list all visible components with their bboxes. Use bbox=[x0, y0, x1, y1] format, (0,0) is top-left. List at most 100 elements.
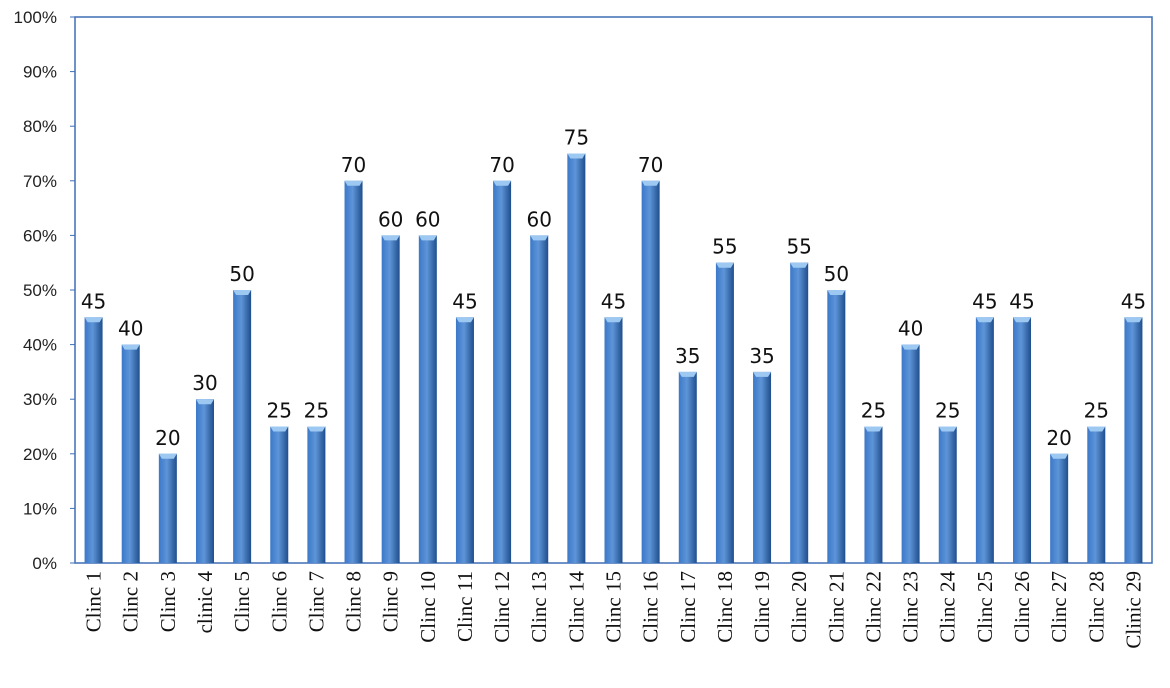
data-label: 35 bbox=[675, 344, 700, 368]
bar-cap bbox=[678, 371, 697, 377]
bar-cap bbox=[195, 399, 214, 405]
data-label: 70 bbox=[341, 153, 366, 177]
bar-cap bbox=[641, 180, 660, 186]
bars bbox=[84, 153, 1143, 564]
bar bbox=[121, 344, 140, 563]
x-tick-label: Clinc 20 bbox=[787, 571, 811, 643]
y-tick-label: 90% bbox=[23, 63, 57, 82]
bar bbox=[678, 371, 697, 563]
data-label: 45 bbox=[601, 289, 626, 313]
bar-cap bbox=[455, 317, 474, 323]
bar bbox=[195, 399, 214, 563]
bar bbox=[307, 426, 326, 563]
bar bbox=[715, 262, 734, 563]
y-tick-label: 30% bbox=[23, 390, 57, 409]
x-tick-label: Clinc 19 bbox=[750, 571, 774, 643]
x-tick-label: Clinc 6 bbox=[267, 571, 291, 632]
bar-cap bbox=[753, 371, 772, 377]
data-label: 40 bbox=[898, 317, 923, 341]
data-label: 60 bbox=[415, 207, 440, 231]
x-tick-label: Clinc 7 bbox=[304, 571, 328, 632]
y-tick-label: 50% bbox=[23, 281, 57, 300]
bar bbox=[901, 344, 920, 563]
data-label: 50 bbox=[229, 262, 254, 286]
x-tick-label: Clinc 22 bbox=[861, 571, 885, 643]
data-label: 70 bbox=[638, 153, 663, 177]
x-tick-label: Clinc 3 bbox=[156, 571, 180, 632]
bar-cap bbox=[975, 317, 994, 323]
bar-cap bbox=[827, 290, 846, 295]
y-tick-label: 100% bbox=[14, 8, 57, 27]
bar-cap bbox=[901, 344, 920, 350]
data-label: 30 bbox=[192, 371, 217, 395]
data-label: 45 bbox=[81, 289, 106, 313]
data-label: 20 bbox=[1046, 426, 1071, 450]
bar bbox=[1124, 317, 1143, 563]
bar-cap bbox=[567, 153, 586, 159]
bar bbox=[790, 262, 809, 563]
bar-cap bbox=[938, 426, 957, 432]
x-tick-label: Clinc 12 bbox=[490, 571, 514, 643]
data-label: 20 bbox=[155, 426, 180, 450]
data-label: 45 bbox=[972, 289, 997, 313]
bar bbox=[827, 290, 846, 563]
data-label: 25 bbox=[861, 399, 886, 423]
bar bbox=[84, 317, 103, 563]
x-tick-label: Clinc 13 bbox=[527, 571, 551, 643]
bar bbox=[158, 453, 177, 563]
bar bbox=[604, 317, 623, 563]
x-tick-label: Clinc 10 bbox=[416, 571, 440, 643]
y-tick-label: 70% bbox=[23, 172, 57, 191]
x-tick-label: Clinc 17 bbox=[676, 571, 700, 643]
y-tick-label: 60% bbox=[23, 226, 57, 245]
data-label: 40 bbox=[118, 317, 143, 341]
data-label: 25 bbox=[304, 399, 329, 423]
x-tick-label: Clinc 14 bbox=[564, 571, 588, 643]
y-tick-label: 10% bbox=[23, 499, 57, 518]
bar bbox=[567, 153, 586, 563]
x-tick-label: Clinc 18 bbox=[713, 571, 737, 643]
bar-cap bbox=[1124, 317, 1143, 323]
x-axis: Clinc 1 Clinc 2 Clinc 3 clinic 4 Clinc 5 Clin… bbox=[82, 571, 1146, 649]
bar-cap bbox=[233, 290, 252, 295]
bar bbox=[641, 180, 660, 564]
bar bbox=[530, 235, 549, 563]
x-tick-label: Clinc 25 bbox=[973, 571, 997, 643]
x-tick-label: Clinc 8 bbox=[342, 571, 366, 632]
x-tick-label: Clinc 28 bbox=[1084, 571, 1108, 643]
bar-cap bbox=[84, 317, 103, 323]
y-tick-label: 80% bbox=[23, 117, 57, 136]
x-tick-label: Clinc 15 bbox=[602, 571, 626, 643]
x-tick-label: Clinc 21 bbox=[824, 571, 848, 643]
bar-cap bbox=[1013, 317, 1032, 323]
bar-cap bbox=[307, 426, 326, 432]
data-label: 60 bbox=[526, 207, 551, 231]
x-tick-label: clinic 4 bbox=[193, 571, 217, 634]
x-tick-label: Clinc 24 bbox=[936, 571, 960, 643]
bar-cap bbox=[1050, 453, 1069, 459]
data-label: 60 bbox=[378, 207, 403, 231]
x-tick-label: Clinc 27 bbox=[1047, 571, 1071, 643]
data-label: 55 bbox=[712, 235, 737, 259]
bar bbox=[1013, 317, 1032, 563]
data-label: 25 bbox=[267, 399, 292, 423]
bar-cap bbox=[493, 180, 512, 186]
data-label: 45 bbox=[452, 289, 477, 313]
x-tick-label: Clinc 16 bbox=[639, 571, 663, 643]
y-tick-label: 40% bbox=[23, 336, 57, 355]
x-tick-label: Clinc 5 bbox=[230, 571, 254, 632]
y-tick-label: 20% bbox=[23, 445, 57, 464]
x-tick-label: Clinc 2 bbox=[119, 571, 143, 632]
bar bbox=[1050, 453, 1069, 563]
bar-cap bbox=[158, 453, 177, 459]
data-label: 70 bbox=[489, 153, 514, 177]
bar bbox=[1087, 426, 1106, 563]
bar-cap bbox=[270, 426, 289, 432]
bar bbox=[418, 235, 437, 563]
bar-cap bbox=[1087, 426, 1106, 432]
x-tick-label: Clinc 11 bbox=[453, 571, 477, 642]
y-axis: 0% 10% 20% 30% 40% 50% 60% 70% 80% 90% 100% bbox=[14, 8, 75, 573]
bar-cap bbox=[715, 262, 734, 268]
bar-cap bbox=[790, 262, 809, 268]
